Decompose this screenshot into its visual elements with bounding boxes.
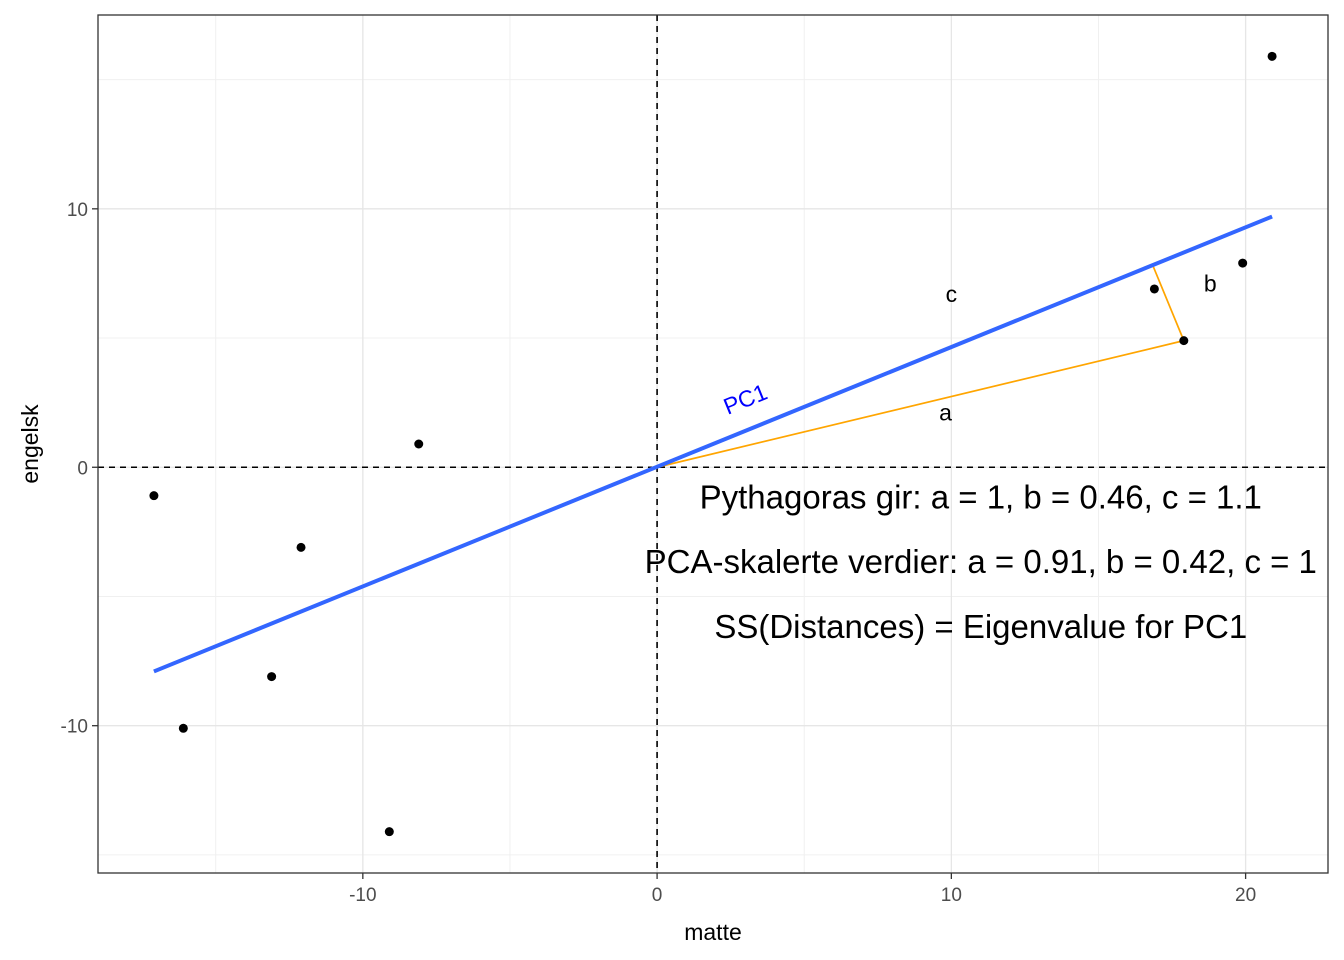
y-tick-label: 10	[67, 200, 88, 221]
y-axis-title: engelsk	[17, 404, 43, 484]
y-tick-label: -10	[61, 717, 88, 738]
data-point-2	[267, 672, 277, 682]
data-point-0	[149, 491, 159, 501]
segment-a	[656, 339, 1185, 469]
x-tick-label: 20	[1235, 885, 1256, 906]
annotation-3: SS(Distances) = Eigenvalue for PC1	[714, 608, 1247, 645]
data-point-1	[178, 723, 188, 733]
pc1-line	[153, 214, 1273, 674]
axis-layer: -10 0 10 20 -10 0 10	[61, 200, 1257, 906]
x-tick-label: 10	[941, 885, 962, 906]
x-axis-title: matte	[684, 919, 742, 945]
data-point-7	[1179, 336, 1189, 346]
data-point-5	[414, 439, 424, 449]
data-point-4	[384, 827, 394, 837]
segment-label-b: b	[1204, 271, 1217, 297]
panel-border	[97, 14, 1329, 874]
x-tick-label: -10	[349, 885, 376, 906]
x-tick-label: 0	[652, 885, 663, 906]
data-point-3	[296, 542, 306, 552]
segment-label-c: c	[946, 281, 958, 307]
data-point-6	[1149, 284, 1159, 294]
segment-label-a: a	[939, 400, 952, 426]
annotation-2: PCA-skalerte verdier: a = 0.91, b = 0.42…	[645, 543, 1317, 580]
minor-grid	[98, 15, 1328, 873]
annotation-1: Pythagoras gir: a = 1, b = 0.46, c = 1.1	[700, 479, 1262, 516]
data-point-8	[1238, 258, 1248, 268]
data-point-9	[1267, 51, 1277, 61]
segment-b	[1152, 265, 1185, 341]
y-tick-label: 0	[77, 458, 88, 479]
